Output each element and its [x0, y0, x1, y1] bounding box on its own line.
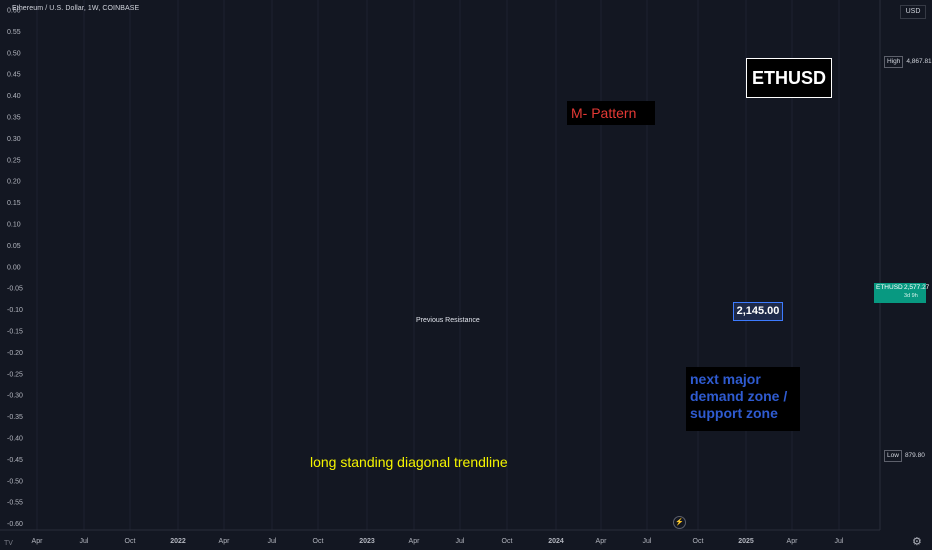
zone-label-line-1: next major [690, 371, 761, 387]
left-tick-label: 0.25 [7, 157, 21, 164]
left-tick-label: 0.15 [7, 200, 21, 207]
left-tick-label: 0.40 [7, 93, 21, 100]
right-price-axis[interactable]: 5,000.004,750.004,500.004,250.004,000.00… [879, 0, 931, 530]
high-price-tag: High 4,867.81 [884, 56, 932, 68]
left-tick-label: 0.20 [7, 179, 21, 186]
left-tick-label: -0.60 [7, 521, 23, 528]
trendline-label: long standing diagonal trendline [310, 454, 508, 470]
left-tick-label: 0.05 [7, 243, 21, 250]
time-tick-label: Jul [456, 538, 465, 545]
left-tick-label: 0.30 [7, 136, 21, 143]
time-tick-label: Apr [409, 538, 421, 545]
grid-lines [36, 0, 840, 530]
bar-countdown: 3d 9h [904, 293, 918, 299]
time-tick-label: Apr [219, 538, 231, 545]
left-tick-label: 0.45 [7, 72, 21, 79]
time-tick-label: Jul [643, 538, 652, 545]
last-value: 2,577.27 [904, 284, 930, 291]
left-tick-label: 0.50 [7, 50, 21, 57]
time-tick-label: Apr [32, 538, 44, 545]
time-tick-label: Jul [80, 538, 89, 545]
left-tick-label: 0.55 [7, 29, 21, 36]
left-tick-label: -0.10 [7, 307, 23, 314]
left-tick-label: -0.25 [7, 371, 23, 378]
time-tick-label: Jul [835, 538, 844, 545]
left-tick-label: 0.00 [7, 264, 21, 271]
previous-resistance-label: Previous Resistance [416, 317, 480, 324]
tv-logo-icon[interactable]: TV [4, 540, 13, 547]
left-tick-label: -0.55 [7, 500, 23, 507]
left-axis: 0.60 0.55 0.50 0.45 0.40 0.35 0.30 0.25 0.20 0.15… [7, 8, 23, 529]
ethusd-logo: ETHUSD [746, 58, 832, 98]
time-tick-label: 2024 [548, 538, 564, 545]
time-tick-label: Jul [268, 538, 277, 545]
time-tick-label: Apr [596, 538, 608, 545]
demand-zone-label: next major demand zone / support zone [690, 371, 787, 422]
currency-badge[interactable]: USD [900, 5, 926, 19]
gear-icon[interactable]: ⚙ [912, 536, 922, 548]
demand-zone-label-box [686, 367, 800, 431]
left-tick-label: -0.45 [7, 457, 23, 464]
low-key: Low [884, 450, 902, 462]
time-tick-label: Oct [693, 538, 704, 545]
zone-label-line-2: demand zone / [690, 388, 788, 404]
time-tick-label: Oct [502, 538, 513, 545]
time-tick-label: 2025 [738, 538, 754, 545]
left-tick-label: -0.40 [7, 436, 23, 443]
time-tick-label: Oct [125, 538, 136, 545]
low-price-tag: Low 879.80 [884, 450, 925, 462]
time-tick-label: Oct [313, 538, 324, 545]
left-tick-label: -0.50 [7, 478, 23, 485]
zone-label-line-3: support zone [690, 405, 778, 421]
time-axis[interactable]: Apr Jul Oct 2022 Apr Jul Oct 2023 Apr Jul Oct 2024 A… [0, 529, 880, 545]
time-tick-label: 2023 [359, 538, 375, 545]
last-key: ETHUSD [876, 284, 903, 291]
left-tick-label: 0.35 [7, 115, 21, 122]
high-key: High [884, 56, 904, 68]
left-tick-label: -0.15 [7, 329, 23, 336]
target-price-box: 2,145.00 [733, 302, 783, 321]
last-price-tag: ETHUSD 2,577.27 3d 9h [874, 283, 930, 303]
time-tick-label: Apr [787, 538, 799, 545]
flash-icon[interactable]: ⚡ [673, 516, 686, 529]
m-pattern-label: M- Pattern [567, 101, 655, 125]
time-tick-label: 2022 [170, 538, 186, 545]
left-tick-label: -0.05 [7, 286, 23, 293]
symbol-title: Ethereum / U.S. Dollar, 1W, COINBASE [12, 5, 140, 12]
left-tick-label: -0.20 [7, 350, 23, 357]
high-value: 4,867.81 [906, 58, 932, 65]
left-tick-label: -0.35 [7, 414, 23, 421]
low-value: 879.80 [904, 452, 925, 459]
left-tick-label: 0.10 [7, 222, 21, 229]
left-tick-label: -0.30 [7, 393, 23, 400]
left-tick-label: 0.60 [7, 8, 21, 15]
